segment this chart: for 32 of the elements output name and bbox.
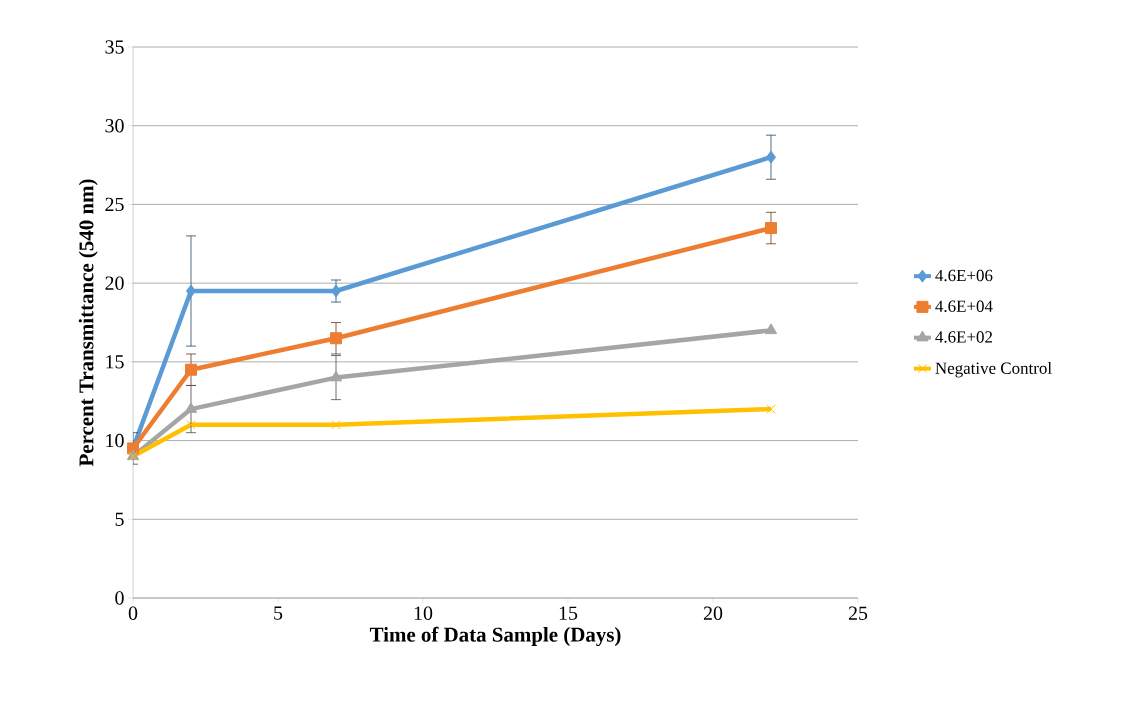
y-tick-label: 5 [115, 512, 124, 526]
legend-label: Negative Control [935, 361, 1052, 378]
y-axis-title: Percent Transmittance (540 nm) [78, 179, 98, 467]
y-tick-label: 35 [105, 40, 124, 54]
x-tick-label: 25 [848, 606, 868, 620]
point [765, 222, 778, 235]
point [330, 332, 342, 345]
x-axis-title: Time of Data Sample (Days) [369, 626, 621, 647]
x-tick-label: 15 [559, 606, 578, 620]
y-tick-label: 20 [105, 276, 124, 290]
point [184, 402, 198, 413]
y-tick-label: 0 [115, 591, 124, 605]
y-tick-label: 15 [106, 355, 124, 369]
point [185, 363, 197, 376]
x-tick-label: 10 [414, 606, 433, 620]
legend-label: 4.6E+06 [935, 269, 993, 282]
y-tick-label: 30 [105, 118, 124, 133]
x-tick-label: 20 [703, 606, 723, 620]
x-tick-label: 5 [274, 606, 283, 620]
x-tick-label: 0 [128, 606, 138, 620]
point [331, 284, 341, 298]
point [331, 420, 341, 430]
point [186, 420, 196, 430]
y-tick-label: 25 [105, 197, 124, 212]
point [329, 370, 343, 382]
legend-label: 4.6E+04 [935, 300, 993, 312]
legend-label: 4.6E+02 [935, 331, 993, 343]
point [766, 404, 776, 414]
point [764, 323, 778, 335]
y-tick-label: 10 [106, 433, 124, 448]
point [186, 284, 196, 298]
point [766, 150, 777, 164]
